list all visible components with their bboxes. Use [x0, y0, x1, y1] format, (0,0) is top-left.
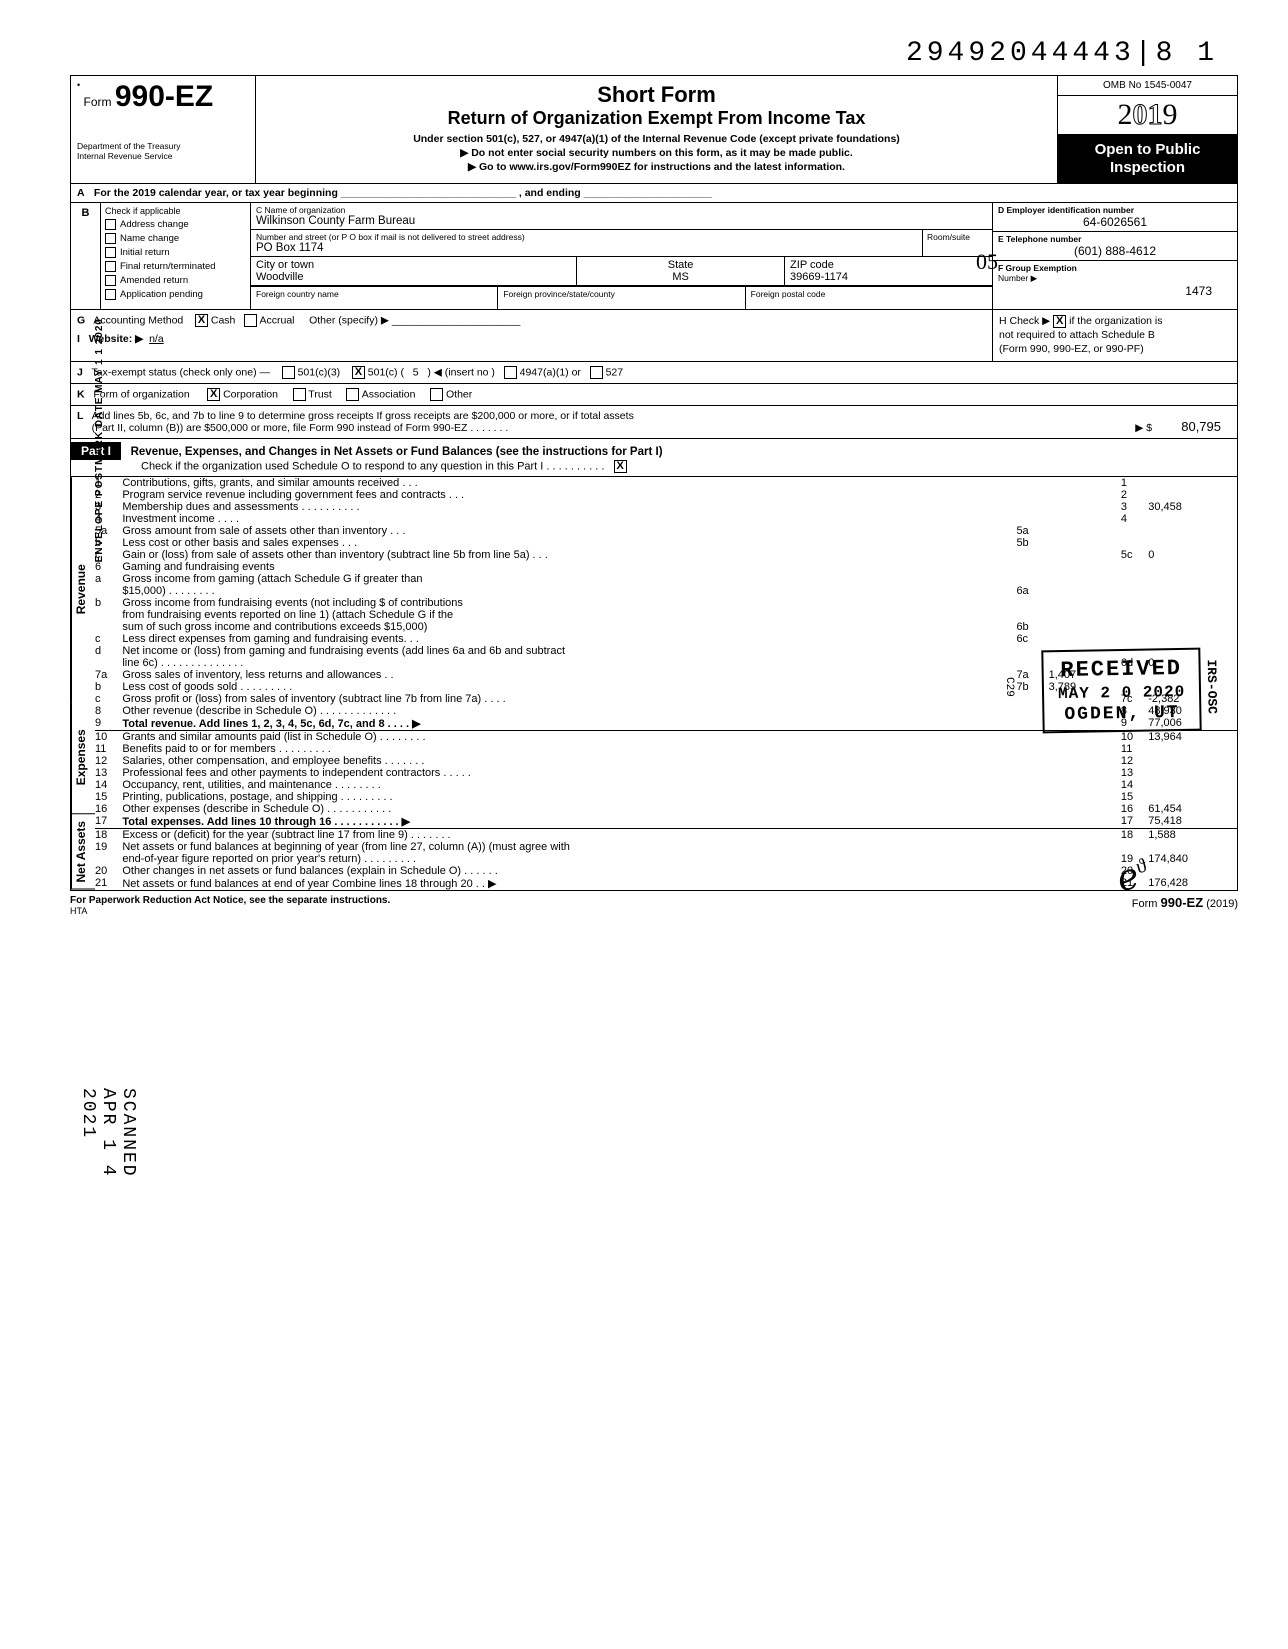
omb-number: OMB No 1545-0047: [1058, 76, 1237, 96]
city-label: City or town: [256, 259, 571, 271]
foreign-country-label: Foreign country name: [251, 287, 497, 309]
group-exemption-value: 1473: [998, 284, 1232, 298]
checkbox-501c[interactable]: X: [352, 366, 365, 379]
check-column: Check if applicable Address change Name …: [101, 203, 251, 309]
checkbox-other-org[interactable]: [430, 388, 443, 401]
part1-header: Part I Revenue, Expenses, and Changes in…: [70, 439, 1238, 477]
line-7c-amount: -2,382: [1148, 693, 1237, 705]
checkbox-trust[interactable]: [293, 388, 306, 401]
line-3-amount: 30,458: [1148, 501, 1237, 513]
form-header: • Form 990-EZ Department of the Treasury…: [70, 75, 1238, 184]
scanned-date-side: SCANNED APR 1 4 2021: [78, 1088, 138, 1178]
org-state: MS: [582, 271, 779, 283]
foreign-postal-label: Foreign postal code: [745, 287, 992, 309]
phone-value: (601) 888-4612: [998, 244, 1232, 258]
subtitle-ssn: ▶ Do not enter social security numbers o…: [266, 147, 1047, 159]
checkbox-amended[interactable]: [105, 275, 116, 286]
stamp-c29: C29: [1003, 677, 1015, 697]
handwritten-05: 05: [976, 249, 998, 275]
website-value: n/a: [149, 333, 164, 345]
col-b-label: B: [71, 203, 101, 309]
checkbox-name-change[interactable]: [105, 233, 116, 244]
checkbox-address-change[interactable]: [105, 219, 116, 230]
line-7a-amount: 1,407: [1049, 669, 1121, 681]
line-10-amount: 13,964: [1148, 730, 1237, 743]
envelope-postmark-side: ENVELOPE POSTMARK DATE MAY 1 1 2020: [94, 318, 105, 562]
subtitle-section: Under section 501(c), 527, or 4947(a)(1)…: [266, 133, 1047, 145]
checkbox-4947[interactable]: [504, 366, 517, 379]
checkbox-corp[interactable]: X: [207, 388, 220, 401]
checkbox-initial-return[interactable]: [105, 247, 116, 258]
checkbox-527[interactable]: [590, 366, 603, 379]
line-17-amount: 75,418: [1148, 815, 1237, 829]
dept-treasury: Department of the Treasury Internal Reve…: [77, 142, 249, 162]
side-revenue: Revenue: [71, 477, 95, 702]
line-19-amount: 174,840: [1148, 853, 1237, 865]
org-name-label: C Name of organization: [256, 205, 987, 215]
checkbox-final-return[interactable]: [105, 261, 116, 272]
document-id: 29492044443|8 1: [70, 38, 1238, 69]
open-to-public: Open to Public Inspection: [1058, 135, 1237, 183]
row-l: L Add lines 5b, 6c, and 7b to line 9 to …: [70, 406, 1238, 439]
gross-receipts: 80,795: [1181, 419, 1231, 434]
tax-year: 2019: [1058, 96, 1237, 135]
checkbox-schedule-o[interactable]: X: [614, 460, 627, 473]
page-footer: For Paperwork Reduction Act Notice, see …: [70, 895, 1238, 917]
checkbox-assoc[interactable]: [346, 388, 359, 401]
line-8-amount: 48,930: [1148, 705, 1237, 717]
org-name: Wilkinson County Farm Bureau: [256, 215, 987, 227]
line-7b-amount: 3,789: [1049, 681, 1121, 693]
row-k: K Form of organization X Corporation Tru…: [70, 384, 1238, 406]
org-address: PO Box 1174: [256, 242, 987, 254]
checkbox-accrual[interactable]: [244, 314, 257, 327]
side-expenses: Expenses: [71, 702, 95, 814]
checkbox-schedule-b[interactable]: X: [1053, 315, 1066, 328]
checkbox-cash[interactable]: X: [195, 314, 208, 327]
line-6d-amount: 0: [1148, 657, 1237, 669]
org-city: Woodville: [256, 271, 571, 283]
foreign-province-label: Foreign province/state/county: [497, 287, 744, 309]
form-number: • Form 990-EZ: [77, 80, 249, 114]
title-short-form: Short Form: [266, 82, 1047, 108]
checkbox-pending[interactable]: [105, 289, 116, 300]
line-16-amount: 61,454: [1148, 803, 1237, 815]
row-j: J Tax-exempt status (check only one) — 5…: [70, 362, 1238, 384]
entity-block: B Check if applicable Address change Nam…: [70, 203, 1238, 310]
ein-label: D Employer identification number: [998, 205, 1232, 215]
line-5c-amount: 0: [1148, 549, 1237, 561]
line-9-amount: 77,006: [1148, 717, 1237, 731]
row-g-h-i: G Accounting Method X Cash Accrual Other…: [70, 310, 1238, 362]
phone-label: E Telephone number: [998, 234, 1232, 244]
org-zip: 39669-1174: [790, 271, 987, 283]
side-net-assets: Net Assets: [71, 814, 95, 890]
checkbox-501c3[interactable]: [282, 366, 295, 379]
group-exemption-label: F Group Exemption Number ▶: [998, 263, 1232, 284]
line-21-amount: 176,428: [1148, 877, 1237, 890]
subtitle-url: ▶ Go to www.irs.gov/Form990EZ for instru…: [266, 161, 1047, 173]
line-18-amount: 1,588: [1148, 828, 1237, 841]
part1-table: RECEIVED MAY 2 0 2020 OGDEN, UT IRS-OSC …: [70, 477, 1238, 891]
zip-label: ZIP code: [790, 259, 987, 271]
title-return: Return of Organization Exempt From Incom…: [266, 108, 1047, 129]
state-label: State: [582, 259, 779, 271]
row-a: A For the 2019 calendar year, or tax yea…: [70, 184, 1238, 203]
ein-value: 64-6026561: [998, 215, 1232, 229]
addr-label: Number and street (or P O box if mail is…: [256, 232, 987, 242]
